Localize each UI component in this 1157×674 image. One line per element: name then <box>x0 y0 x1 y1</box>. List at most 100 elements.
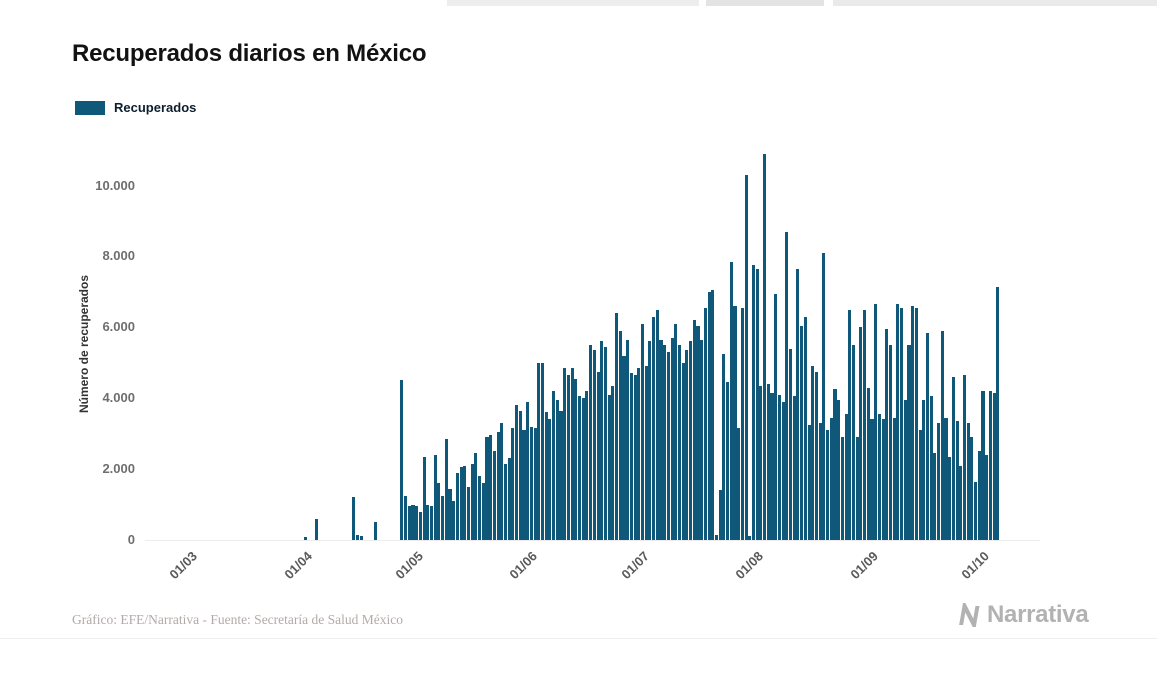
x-tick-label: 01/05 <box>392 548 426 582</box>
bar <box>374 522 378 540</box>
bar <box>870 419 874 540</box>
bar <box>807 424 811 540</box>
x-axis: 01/03 01/04 01/05 01/06 01/07 01/08 01/09 01/10 <box>145 541 1040 599</box>
bar <box>789 348 793 540</box>
bar <box>581 398 585 540</box>
bar <box>689 341 693 540</box>
bar <box>851 345 856 540</box>
bar <box>707 291 711 540</box>
bar <box>644 366 648 540</box>
source-credit: Gráfico: EFE/Narrativa - Fuente: Secreta… <box>72 612 404 627</box>
bar <box>974 481 978 540</box>
bar <box>848 309 852 540</box>
bar <box>533 428 537 540</box>
bar <box>474 453 478 540</box>
bar <box>589 345 593 540</box>
bar <box>703 307 707 540</box>
top-edge-artifact <box>0 0 1157 7</box>
bar <box>603 346 607 540</box>
bar <box>907 345 911 540</box>
bar <box>515 405 519 540</box>
bar <box>411 504 415 540</box>
bar <box>840 437 844 540</box>
bar <box>659 339 663 540</box>
bar <box>863 309 867 540</box>
bar <box>811 366 815 540</box>
legend: Recuperados <box>75 100 196 115</box>
bar <box>922 399 926 540</box>
bar <box>522 430 526 540</box>
bar <box>441 495 445 540</box>
bar <box>429 506 433 540</box>
bar <box>629 373 633 540</box>
bar <box>777 394 781 540</box>
bar <box>992 392 996 540</box>
bar <box>966 423 970 540</box>
bar <box>685 350 689 540</box>
bar <box>615 313 619 540</box>
bar <box>596 371 600 540</box>
bar <box>618 330 622 540</box>
bar <box>814 371 818 540</box>
bar <box>304 537 308 540</box>
bar <box>800 325 804 540</box>
x-tick-label: 01/09 <box>847 548 881 582</box>
bar <box>577 396 582 540</box>
bar <box>751 265 756 540</box>
bar <box>829 417 833 540</box>
x-tick-label: 01/06 <box>506 548 541 582</box>
y-tick-label: 0 <box>127 532 135 547</box>
bar <box>981 391 985 540</box>
bar <box>896 304 900 540</box>
footer-divider <box>0 638 1157 639</box>
top-edge-segment <box>447 0 699 6</box>
bar <box>426 504 430 540</box>
bar <box>481 483 485 540</box>
bar <box>770 392 774 540</box>
bar <box>585 391 589 540</box>
bar <box>818 423 822 540</box>
bar <box>859 327 863 540</box>
bar <box>559 410 563 540</box>
y-tick-label: 8.000 <box>102 248 135 264</box>
bar <box>877 414 881 540</box>
bar <box>837 399 841 540</box>
bar <box>463 465 467 540</box>
chart-title: Recuperados diarios en México <box>72 40 427 67</box>
bar <box>903 399 907 540</box>
bar <box>455 472 459 540</box>
bar <box>729 261 733 540</box>
narrativa-logo-icon <box>959 603 980 627</box>
bar <box>529 426 533 540</box>
bar <box>785 231 789 540</box>
bar <box>892 417 896 540</box>
bar <box>555 399 559 540</box>
bar <box>737 428 741 540</box>
bar <box>626 339 630 540</box>
bar <box>570 368 574 540</box>
bar <box>600 341 604 540</box>
bar <box>733 306 737 540</box>
bar <box>822 252 826 540</box>
bar <box>874 304 878 540</box>
bar <box>774 293 778 540</box>
bar <box>500 423 504 540</box>
bar <box>433 454 437 540</box>
bar <box>607 394 611 540</box>
bar <box>492 451 496 540</box>
bar <box>652 316 656 540</box>
bar <box>422 456 426 540</box>
bar <box>315 518 319 540</box>
bar <box>622 355 626 540</box>
bar <box>766 384 770 540</box>
y-tick-label: 6.000 <box>102 319 135 335</box>
bar <box>352 497 356 540</box>
bar <box>726 382 730 540</box>
bar <box>648 341 652 540</box>
top-edge-segment <box>833 0 1157 6</box>
bar <box>452 501 456 540</box>
x-tick-label: 01/03 <box>166 548 200 582</box>
narrativa-logo: Narrativa <box>958 601 1089 629</box>
bar <box>466 486 471 540</box>
bar <box>985 454 989 540</box>
